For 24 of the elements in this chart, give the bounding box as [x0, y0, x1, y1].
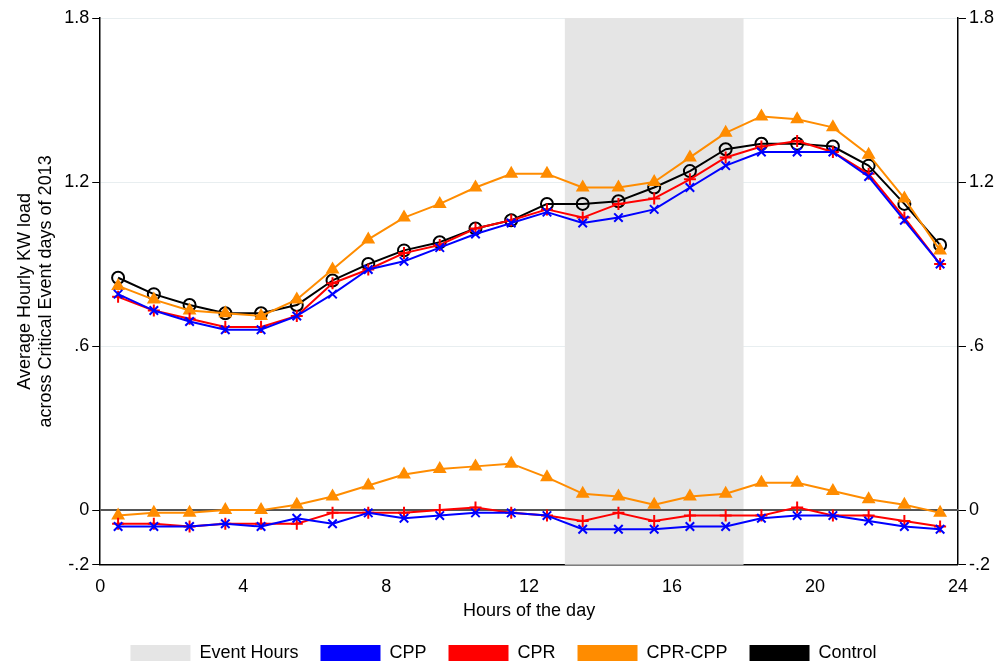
legend-label: CPR-CPP: [646, 641, 728, 662]
y-tick-label: 0: [79, 499, 90, 520]
y-tick-label: .6: [74, 335, 90, 356]
x-tick-label: 8: [381, 575, 392, 596]
x-tick-label: 12: [519, 575, 540, 596]
y2-tick-label: 1.2: [968, 171, 995, 192]
x-axis-title: Hours of the day: [463, 600, 596, 621]
y-tick-label: -.2: [68, 553, 90, 574]
y2-tick-label: .6: [968, 335, 984, 356]
legend-label: CPP: [389, 641, 427, 662]
legend-label: CPR: [517, 641, 556, 662]
y2-tick-label: 0: [968, 499, 979, 520]
x-tick-label: 0: [95, 575, 106, 596]
x-tick-label: 16: [662, 575, 683, 596]
y-axis-title: Average Hourly KW load across Critical Event days of 2013: [13, 155, 56, 428]
y2-tick-label: -.2: [968, 553, 990, 574]
y2-tick-label: 1.8: [968, 6, 995, 27]
y-tick-label: 1.2: [64, 171, 90, 192]
y-tick-label: 1.8: [64, 6, 90, 27]
x-tick-label: 24: [947, 575, 968, 596]
x-tick-label: 4: [238, 575, 249, 596]
legend-label: Control: [818, 641, 877, 662]
legend-label: Event Hours: [199, 641, 299, 662]
x-tick-label: 20: [805, 575, 826, 596]
